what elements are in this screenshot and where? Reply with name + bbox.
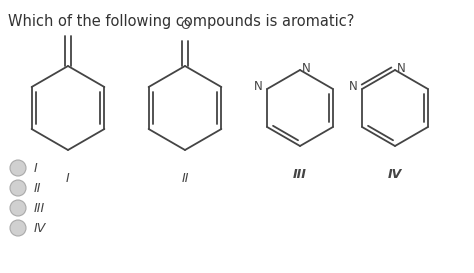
Text: II: II: [34, 182, 42, 194]
Circle shape: [10, 200, 26, 216]
Text: N: N: [302, 62, 311, 75]
Text: IV: IV: [388, 168, 402, 181]
Text: N: N: [255, 81, 263, 93]
Text: N: N: [397, 62, 406, 75]
Text: I: I: [66, 172, 70, 185]
Text: N: N: [349, 81, 358, 93]
Circle shape: [10, 160, 26, 176]
Text: O: O: [180, 19, 190, 32]
Text: III: III: [34, 201, 45, 215]
Text: IV: IV: [34, 221, 46, 235]
Text: III: III: [293, 168, 307, 181]
Text: I: I: [34, 162, 38, 174]
Text: Which of the following compounds is aromatic?: Which of the following compounds is arom…: [8, 14, 355, 29]
Circle shape: [10, 180, 26, 196]
Text: II: II: [181, 172, 189, 185]
Circle shape: [10, 220, 26, 236]
